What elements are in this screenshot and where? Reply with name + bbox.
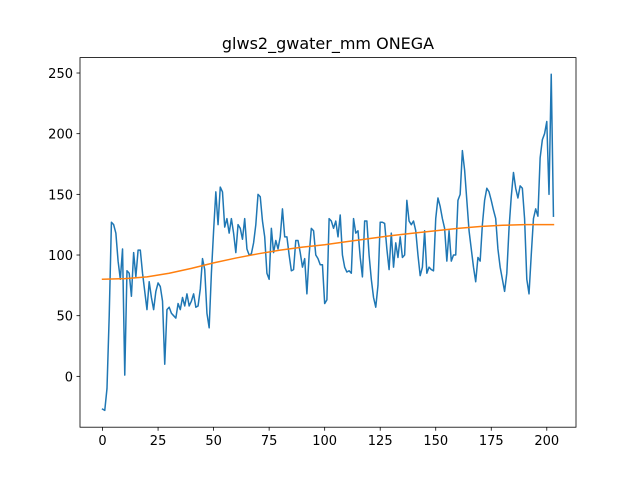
x-tick-label: 0 (98, 434, 106, 449)
x-tick-label: 50 (205, 434, 222, 449)
x-tick-label: 150 (423, 434, 448, 449)
y-tick-label: 150 (48, 188, 73, 203)
axes-frame (79, 57, 577, 428)
x-tick-label: 25 (150, 434, 167, 449)
x-tick-label: 125 (368, 434, 393, 449)
series-line (101, 223, 555, 281)
x-tick-label: 100 (312, 434, 337, 449)
plot-area (101, 73, 555, 412)
x-tick-label: 75 (261, 434, 278, 449)
x-tick-label: 200 (534, 434, 559, 449)
x-tick-label: 175 (479, 434, 504, 449)
y-tick-label: 50 (56, 310, 73, 325)
chart-title: glws2_gwater_mm ONEGA (222, 34, 434, 54)
y-tick-label: 250 (48, 67, 73, 82)
y-tick-label: 200 (48, 128, 73, 143)
series-line (101, 73, 555, 412)
y-tick-label: 0 (65, 370, 73, 385)
y-tick-label: 100 (48, 249, 73, 264)
